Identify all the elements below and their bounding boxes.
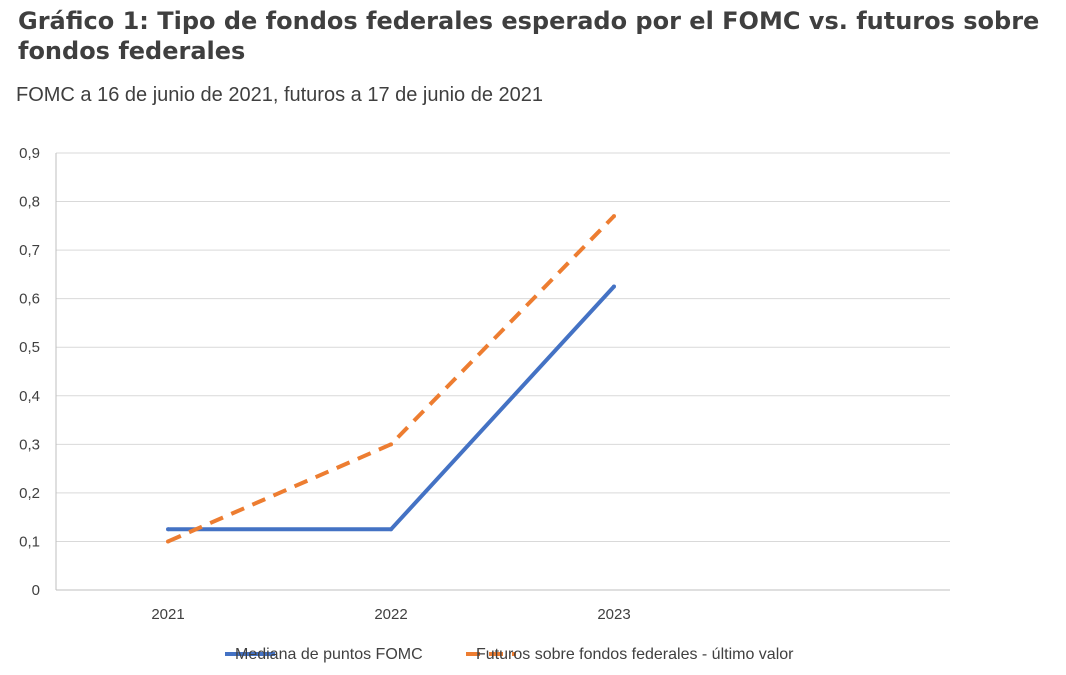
y-tick-label: 0,5	[19, 339, 40, 356]
grid-lines	[55, 152, 950, 591]
x-tick-label: 2021	[151, 606, 184, 623]
data-point	[389, 527, 393, 532]
legend: Mediana de puntos FOMC Futuros sobre fond…	[225, 646, 794, 663]
data-point	[389, 442, 393, 447]
chart-subtitle: FOMC a 16 de junio de 2021, futuros a 17…	[16, 84, 544, 106]
y-tick-label: 0,3	[19, 436, 40, 453]
y-tick-label: 0	[32, 582, 40, 599]
data-point	[166, 539, 170, 544]
x-tick-label: 2022	[374, 606, 407, 623]
data-point	[612, 214, 616, 219]
y-tick-label: 0,7	[19, 242, 40, 259]
chart-title: Gráfico 1: Tipo de fondos federales espe…	[18, 7, 1040, 65]
y-tick-label: 0,8	[19, 194, 40, 211]
legend-label-1: Mediana de puntos FOMC	[235, 646, 423, 663]
legend-label-2: Futuros sobre fondos federales - último …	[476, 646, 794, 663]
x-axis-labels: 2021 2022 2023	[151, 606, 630, 623]
y-axis-labels: 0 0,1 0,2 0,3 0,4 0,5 0,6 0,7 0,8 0,9	[19, 145, 40, 599]
y-tick-label: 0,6	[19, 291, 40, 308]
data-point	[612, 284, 616, 289]
data-point	[166, 527, 170, 532]
x-tick-label: 2023	[597, 606, 630, 623]
series-lines	[166, 214, 616, 544]
y-tick-label: 0,4	[19, 388, 40, 405]
y-tick-label: 0,1	[19, 533, 40, 550]
y-tick-label: 0,9	[19, 145, 40, 162]
y-tick-label: 0,2	[19, 485, 40, 502]
